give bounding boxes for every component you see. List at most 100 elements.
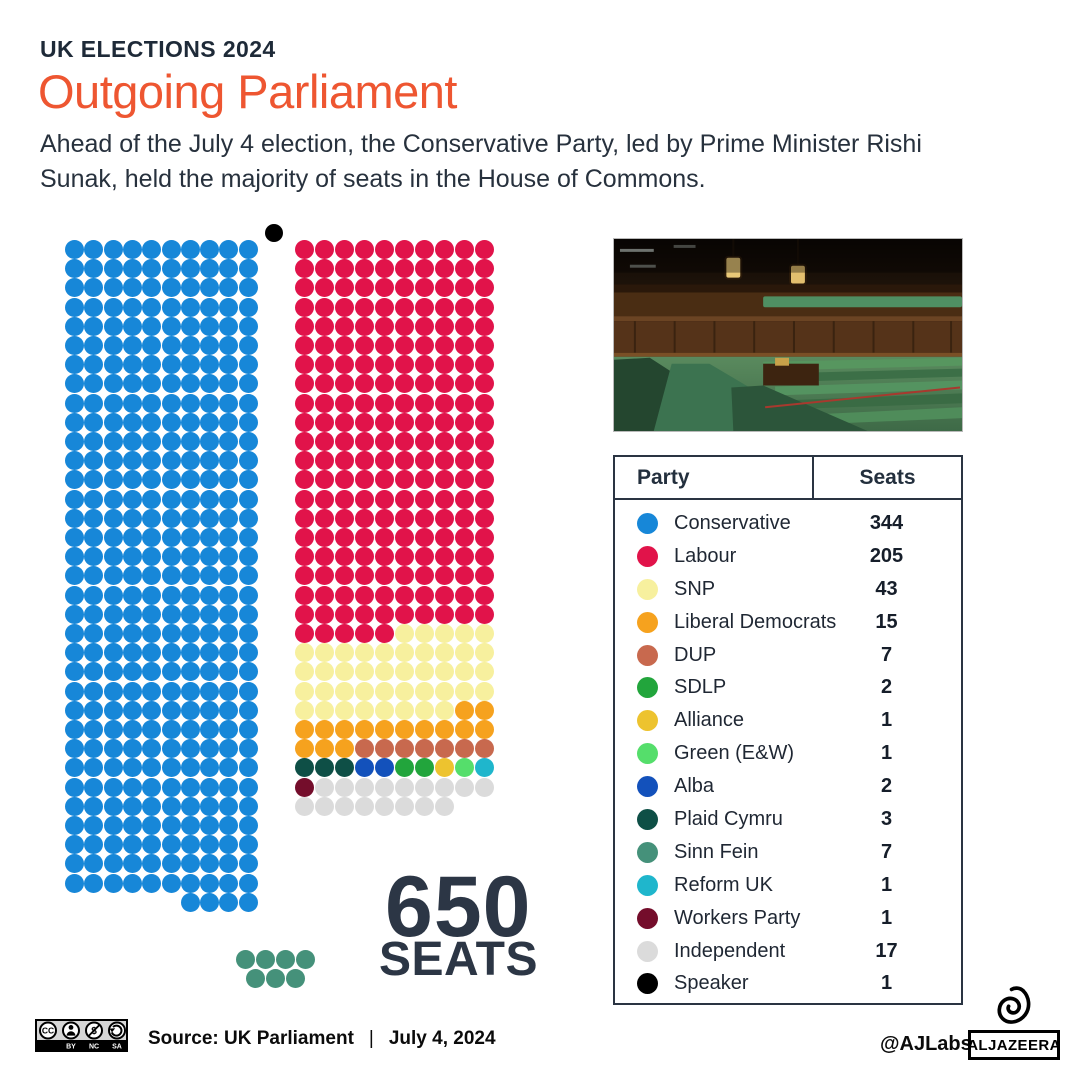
seat-dot-conservative	[180, 739, 200, 759]
seat-dot-conservative	[65, 508, 84, 528]
seat-dot-conservative	[219, 643, 239, 663]
party-seats: 7	[880, 643, 893, 666]
seat-dot-conservative	[122, 451, 142, 471]
party-seats: 2	[880, 775, 893, 798]
seat-dot-conservative	[103, 566, 123, 586]
seat-dot-conservative	[122, 681, 142, 701]
sa-icon	[108, 1021, 126, 1040]
seat-dot-snp	[435, 700, 454, 720]
seat-dot-conservative	[180, 892, 200, 912]
seat-dot-conservative	[142, 777, 162, 797]
seat-dot-independent	[435, 777, 454, 797]
seat-dot-labour	[395, 278, 414, 298]
seat-dot-conservative	[219, 624, 239, 643]
seat-dot-conservative	[103, 451, 123, 471]
seat-dot-labour	[355, 489, 374, 509]
seat-dot-independent	[355, 796, 374, 816]
seat-dot-labour	[355, 355, 374, 375]
seat-dot-labour	[335, 566, 354, 586]
seat-dot-conservative	[161, 489, 181, 509]
seat-dot-conservative	[103, 528, 123, 547]
party-name: Conservative	[674, 511, 791, 534]
seat-dot-labour	[375, 432, 394, 451]
seat-dot-conservative	[180, 566, 200, 586]
table-row: Sinn Fein 7	[615, 836, 961, 869]
seat-dot-labour	[475, 566, 494, 586]
seat-dot-snp	[475, 681, 494, 701]
seat-dot-conservative	[142, 643, 162, 663]
seat-dot-conservative	[65, 240, 84, 259]
seat-dot-labour	[355, 336, 374, 355]
seat-dot-labour	[335, 297, 354, 317]
seat-dot-conservative	[161, 873, 181, 893]
seat-dot-conservative	[219, 432, 239, 451]
seat-dot-independent	[335, 777, 354, 797]
seat-dot-conservative	[122, 432, 142, 451]
seat-dot-labour	[295, 240, 314, 259]
seat-dot-libdem	[295, 739, 314, 759]
seat-dot-conservative	[65, 585, 84, 605]
seat-dot-conservative	[238, 412, 258, 432]
seat-dot-conservative	[122, 374, 142, 394]
seat-dot-conservative	[200, 816, 220, 835]
seat-dot-labour	[315, 393, 334, 413]
seat-dot-conservative	[200, 297, 220, 317]
seat-dot-conservative	[200, 566, 220, 586]
seat-dot-labour	[395, 393, 414, 413]
seat-dot-conservative	[200, 700, 220, 720]
seat-dot-conservative	[238, 470, 258, 490]
party-name: SNP	[674, 577, 716, 600]
seat-dot-conservative	[65, 316, 84, 336]
seat-dot-snp	[355, 662, 374, 682]
seat-dot-conservative	[65, 662, 84, 682]
seat-dot-conservative	[180, 854, 200, 874]
seat-dot-labour	[455, 566, 474, 586]
seat-dot-labour	[295, 508, 314, 528]
seat-dot-conservative	[219, 739, 239, 759]
seat-dot-conservative	[84, 777, 104, 797]
seat-dot-snp	[355, 643, 374, 663]
seat-dot-labour	[455, 393, 474, 413]
seat-dot-conservative	[200, 508, 220, 528]
seat-dot-conservative	[238, 777, 258, 797]
seat-dot-snp	[455, 624, 474, 643]
seat-dot-labour	[435, 278, 454, 298]
seat-dot-conservative	[219, 873, 239, 893]
seat-dot-conservative	[84, 316, 104, 336]
party-name: Liberal Democrats	[674, 610, 837, 633]
cc-license-badge: CC $ BY NC SA	[35, 1019, 128, 1057]
seat-dot-conservative	[238, 585, 258, 605]
seat-dot-conservative	[161, 604, 181, 624]
seat-dot-libdem	[455, 700, 474, 720]
party-seats: 3	[880, 807, 893, 830]
seat-dot-labour	[435, 566, 454, 586]
seat-dot-conservative	[219, 700, 239, 720]
seat-dot-conservative	[180, 470, 200, 490]
seat-dot-labour	[415, 259, 434, 279]
seat-dot-conservative	[219, 336, 239, 355]
seat-dot-labour	[435, 374, 454, 394]
seat-dot-conservative	[200, 336, 220, 355]
seat-dot-conservative	[238, 892, 258, 912]
seat-dot-conservative	[65, 796, 84, 816]
seat-dot-conservative	[103, 873, 123, 893]
seat-dot-labour	[375, 528, 394, 547]
seat-dot-snp	[375, 662, 394, 682]
seat-dot-conservative	[180, 643, 200, 663]
seat-dot-labour	[355, 374, 374, 394]
seat-dot-dup	[475, 739, 494, 759]
seat-dot-labour	[455, 547, 474, 567]
seat-dot-conservative	[238, 297, 258, 317]
seat-dot-labour	[315, 278, 334, 298]
seat-dot-conservative	[103, 259, 123, 279]
seat-dot-conservative	[219, 316, 239, 336]
party-color-dot	[637, 973, 658, 995]
seat-dot-conservative	[65, 604, 84, 624]
source-label: Source: UK Parliament	[148, 1028, 354, 1049]
seat-dot-dup	[355, 739, 374, 759]
seat-dot-labour	[375, 240, 394, 259]
seat-dot-conservative	[161, 720, 181, 739]
seat-dot-conservative	[103, 700, 123, 720]
table-header-party: Party	[637, 465, 690, 489]
seat-dot-conservative	[103, 777, 123, 797]
